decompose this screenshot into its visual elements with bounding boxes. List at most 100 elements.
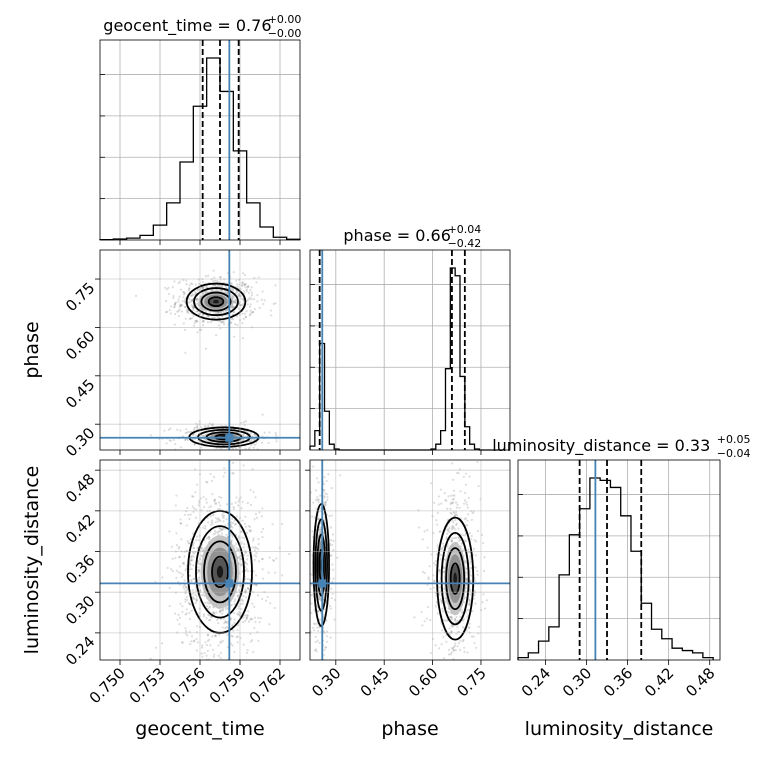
sample-point — [192, 546, 196, 549]
sample-point — [258, 560, 261, 563]
sample-point — [459, 661, 461, 663]
sample-point — [197, 584, 200, 587]
sample-point — [197, 562, 200, 565]
sample-point — [469, 579, 472, 582]
sample-point — [443, 619, 446, 622]
sample-point — [322, 482, 326, 486]
sample-point — [273, 606, 276, 610]
sample-point — [471, 511, 474, 515]
sample-point — [254, 574, 258, 577]
truth-marker — [225, 433, 234, 442]
sample-point — [326, 635, 329, 638]
sample-point — [330, 487, 333, 490]
sample-point — [212, 655, 216, 658]
sample-point — [249, 632, 252, 635]
sample-point — [451, 502, 454, 505]
sample-point — [163, 286, 167, 289]
sample-point — [240, 507, 243, 510]
sample-point — [242, 643, 245, 646]
sample-point — [197, 569, 200, 572]
sample-point — [219, 640, 222, 643]
sample-point — [245, 616, 248, 619]
sample-point — [252, 650, 255, 654]
sample-point — [237, 500, 240, 503]
sample-point — [165, 300, 168, 303]
sample-point — [213, 498, 216, 502]
sample-point — [447, 611, 450, 614]
sample-point — [190, 294, 193, 297]
sample-point — [207, 274, 210, 277]
sample-point — [205, 617, 208, 620]
sample-point — [222, 617, 225, 621]
sample-point — [194, 589, 197, 592]
sample-point — [220, 496, 223, 499]
panel-background — [310, 250, 510, 450]
sample-point — [456, 514, 459, 517]
sample-point — [192, 597, 195, 600]
y-tick-label: 0.36 — [62, 551, 98, 587]
sample-point — [231, 461, 235, 464]
sample-point — [256, 294, 259, 297]
sample-point — [329, 636, 332, 639]
sample-point — [205, 501, 208, 504]
sample-point — [204, 275, 207, 278]
sample-point — [201, 320, 204, 323]
sample-point — [421, 570, 424, 573]
sample-point — [185, 629, 188, 633]
sample-point — [208, 506, 211, 509]
sample-point — [209, 321, 212, 324]
sample-point — [200, 652, 203, 655]
sample-point — [421, 538, 424, 541]
sample-point — [232, 296, 235, 299]
sample-point — [245, 453, 247, 455]
sample-point — [243, 292, 246, 295]
sample-point — [330, 539, 333, 542]
sample-point — [233, 335, 236, 338]
sample-point — [463, 491, 467, 495]
sample-point — [186, 506, 189, 510]
sample-point — [203, 286, 206, 289]
sample-point — [211, 424, 214, 427]
sample-point — [247, 588, 250, 591]
sample-point — [442, 566, 446, 569]
sample-point — [483, 607, 487, 610]
sample-point — [453, 618, 457, 621]
sample-point — [171, 285, 174, 289]
sample-point — [456, 471, 459, 475]
sample-point — [195, 598, 198, 601]
sample-point — [207, 315, 210, 318]
sample-point — [201, 286, 204, 290]
sample-point — [163, 429, 166, 432]
sample-point — [458, 539, 461, 542]
sample-point — [268, 623, 271, 626]
sample-point — [467, 496, 471, 499]
sample-point — [184, 438, 187, 441]
sample-point — [202, 613, 206, 616]
sample-point — [211, 522, 214, 525]
sample-point — [243, 312, 246, 315]
y-tick-label: 0.75 — [62, 279, 98, 315]
sample-point — [208, 619, 211, 622]
sample-point — [216, 531, 219, 534]
sample-point — [168, 586, 171, 590]
sample-point — [221, 513, 224, 516]
sample-point — [451, 693, 453, 695]
sample-point — [247, 610, 250, 613]
sample-point — [187, 289, 190, 292]
sample-point — [267, 571, 270, 574]
sample-point — [464, 560, 468, 563]
sample-point — [213, 284, 216, 287]
sample-point — [451, 498, 454, 501]
sample-point — [246, 501, 249, 505]
sample-point — [203, 594, 206, 598]
sample-point — [452, 526, 456, 530]
sample-point — [181, 300, 184, 303]
sample-point — [438, 647, 441, 650]
sample-point — [269, 309, 273, 312]
sample-point — [179, 521, 183, 525]
sample-point — [325, 630, 329, 633]
sample-point — [326, 498, 329, 502]
sample-point — [234, 301, 237, 304]
sample-point — [445, 499, 448, 502]
sample-point — [185, 428, 188, 431]
